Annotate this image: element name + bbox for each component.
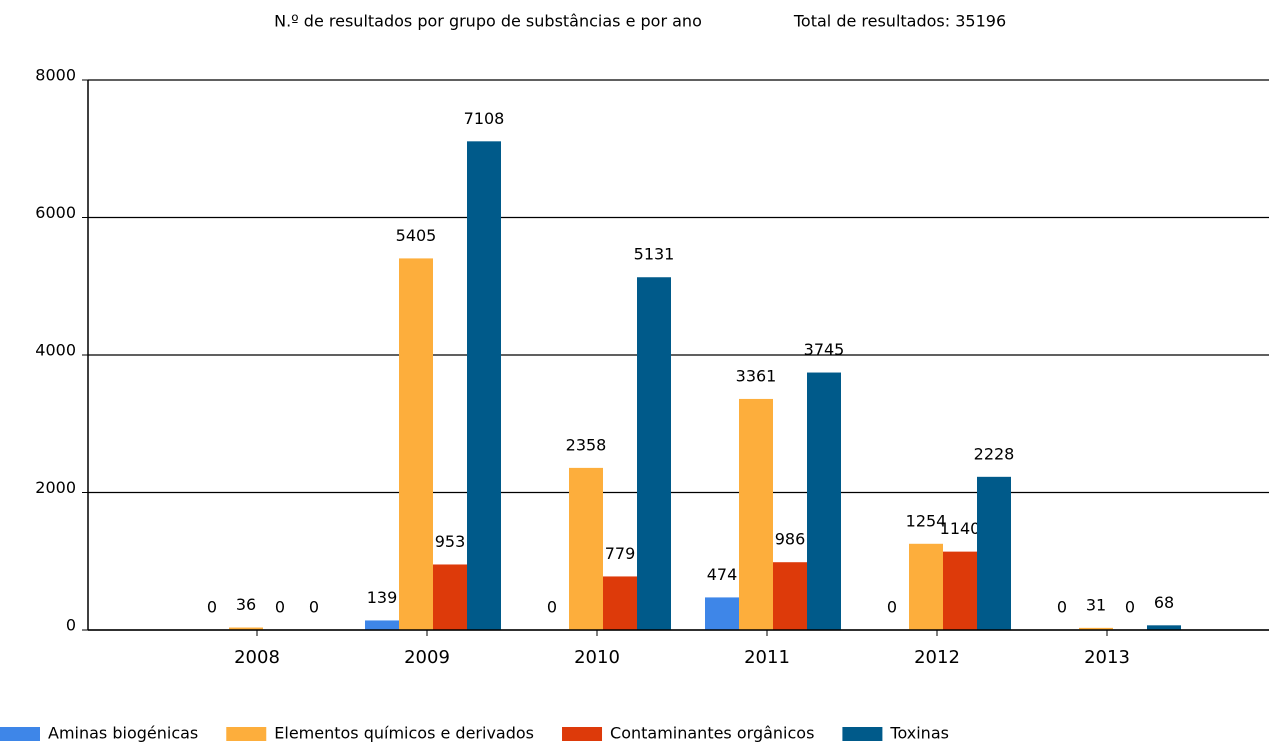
bar [1079,627,1113,630]
bar [637,277,671,630]
data-label: 36 [236,595,256,614]
legend-label: Elementos químicos e derivados [274,724,534,743]
data-label: 953 [435,532,466,551]
bar [977,476,1011,630]
data-label: 0 [1125,598,1135,617]
bar [569,467,603,630]
bar [365,620,399,630]
chart-subtitle: Total de resultados: 35196 [793,12,1006,31]
data-label: 1254 [906,511,947,530]
data-label: 68 [1154,593,1174,612]
bar [739,398,773,630]
bar [705,597,739,630]
legend-swatch [226,727,267,741]
bar [943,551,977,630]
x-tick-label: 2012 [914,647,960,668]
legend-label: Contaminantes orgânicos [610,724,814,743]
bar [433,564,467,630]
x-tick-label: 2008 [234,647,280,668]
bar [807,372,841,630]
bar [909,543,943,630]
data-label: 7108 [464,109,505,128]
y-tick-label: 6000 [35,203,76,222]
bar [229,627,263,630]
data-label: 139 [367,588,398,607]
bar [773,562,807,630]
x-tick-label: 2011 [744,647,790,668]
legend-label: Aminas biogénicas [48,724,198,743]
data-label: 3745 [804,340,845,359]
data-label: 1140 [940,519,981,538]
legend-label: Toxinas [889,724,949,743]
data-label: 5131 [634,245,675,264]
y-tick-label: 4000 [35,341,76,360]
legend-swatch [0,727,40,741]
data-label: 31 [1086,595,1106,614]
x-tick-label: 2010 [574,647,620,668]
bar [1147,625,1181,630]
data-label: 986 [775,530,806,549]
data-label: 0 [207,598,217,617]
data-label: 2228 [974,444,1015,463]
y-tick-label: 0 [66,616,76,635]
bar [467,141,501,630]
data-label: 0 [275,598,285,617]
data-label: 0 [309,598,319,617]
legend-swatch [842,727,883,741]
data-label: 474 [707,565,738,584]
data-label: 0 [547,598,557,617]
bar [399,258,433,630]
data-label: 0 [887,598,897,617]
x-tick-label: 2009 [404,647,450,668]
data-label: 5405 [396,226,437,245]
bar [603,576,637,630]
data-label: 0 [1057,598,1067,617]
legend-swatch [562,727,603,741]
data-label: 2358 [566,435,607,454]
data-label: 779 [605,544,636,563]
y-tick-label: 8000 [35,66,76,85]
data-label: 3361 [736,366,777,385]
y-tick-label: 2000 [35,478,76,497]
x-tick-label: 2013 [1084,647,1130,668]
chart-title: N.º de resultados por grupo de substânci… [274,12,702,31]
